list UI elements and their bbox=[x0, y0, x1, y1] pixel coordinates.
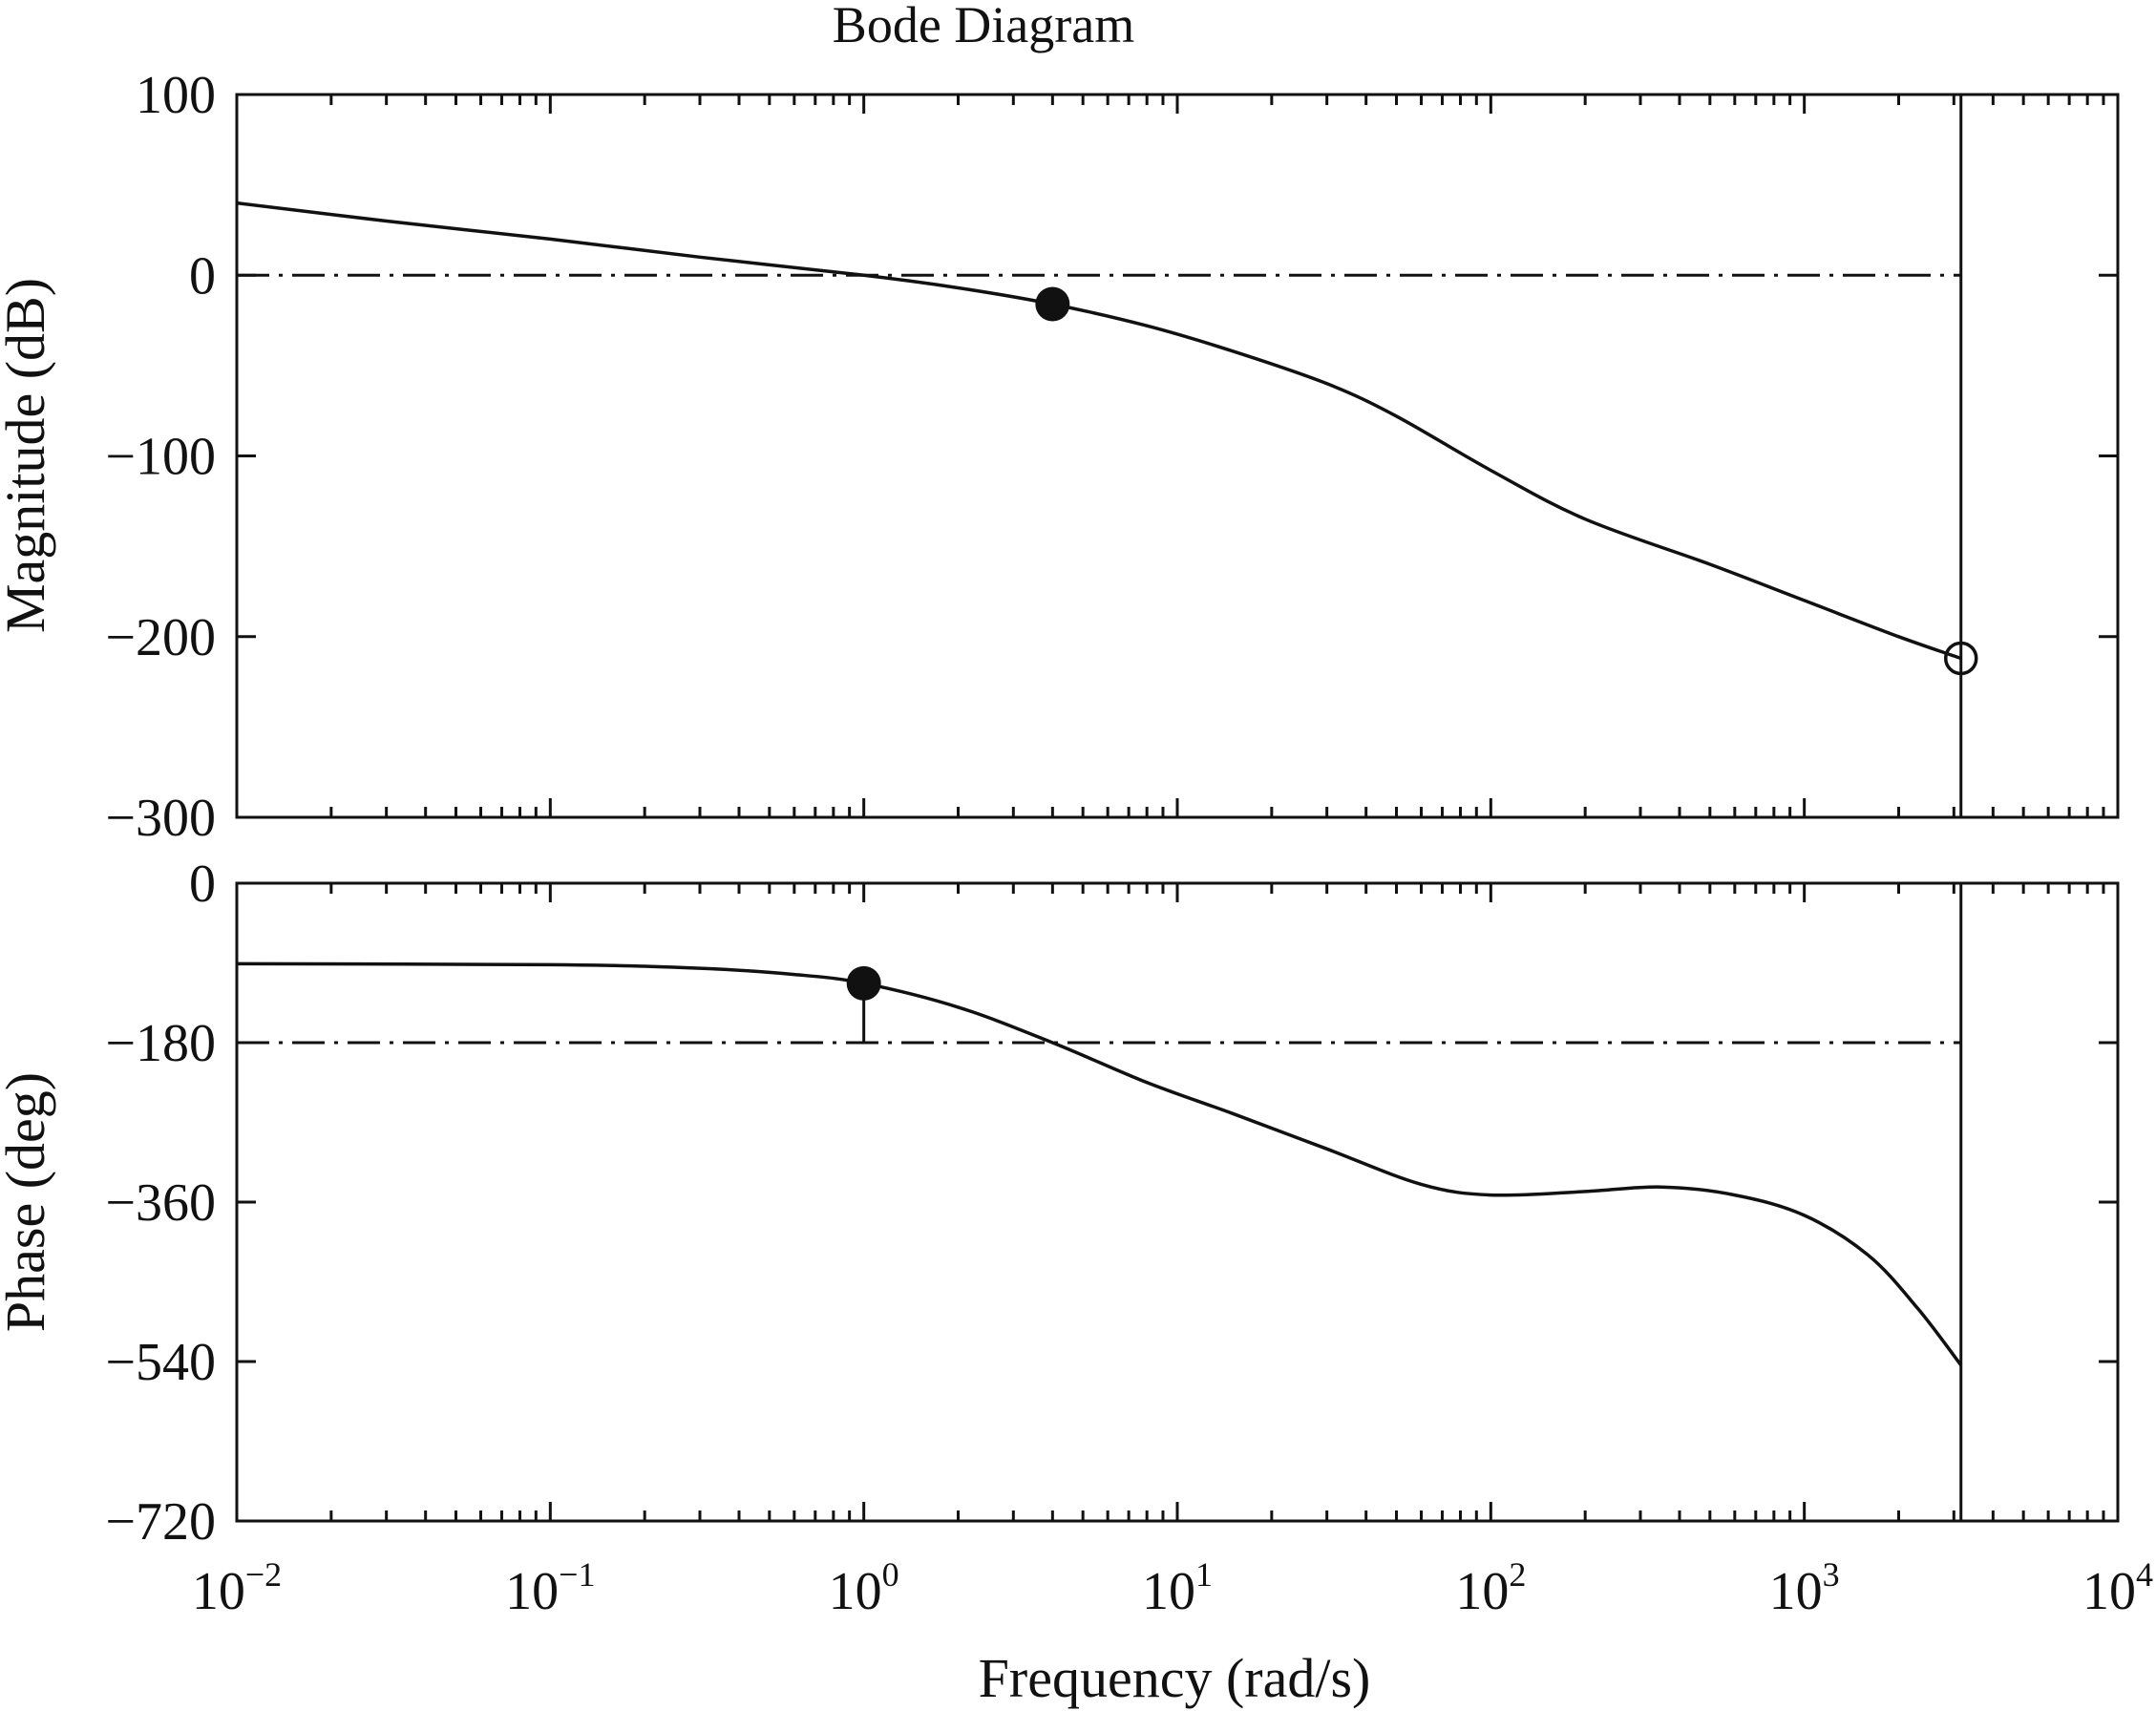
margin-point-marker bbox=[846, 965, 881, 1001]
chart-title: Bode Diagram bbox=[833, 0, 1134, 53]
x-tick-exponent: 4 bbox=[2136, 1555, 2153, 1594]
phase-y-tick-labels: 0 −180 −360 −540 −720 bbox=[105, 855, 216, 1552]
magnitude-ticks bbox=[235, 93, 2120, 819]
magnitude-markers bbox=[1035, 286, 1978, 676]
x-tick-exponent: 0 bbox=[882, 1555, 899, 1594]
x-tick-label: 100 bbox=[829, 1555, 899, 1621]
y-tick-label: 0 bbox=[189, 246, 216, 306]
x-tick-base: 10 bbox=[505, 1562, 559, 1621]
x-tick-exponent: −1 bbox=[559, 1555, 595, 1594]
y-tick-label: −300 bbox=[105, 789, 216, 848]
y-tick-label: −360 bbox=[105, 1173, 216, 1233]
y-tick-label: −720 bbox=[105, 1492, 216, 1552]
x-tick-label: 10−2 bbox=[192, 1555, 282, 1621]
x-tick-label: 101 bbox=[1142, 1555, 1213, 1621]
x-tick-base: 10 bbox=[1769, 1562, 1823, 1621]
magnitude-curve bbox=[236, 201, 1962, 661]
x-tick-base: 10 bbox=[192, 1562, 245, 1621]
x-tick-base: 10 bbox=[1455, 1562, 1509, 1621]
end-point-marker bbox=[1943, 641, 1978, 676]
magnitude-panel: 100 0 −100 −200 −300 Magnitude (dB) bbox=[0, 66, 2120, 848]
x-tick-exponent: −2 bbox=[245, 1555, 282, 1594]
x-tick-label: 10−1 bbox=[505, 1555, 595, 1621]
phase-panel: 0−180−360−540−720 10−2 10−1 100 101 102 103 10… bbox=[0, 855, 2153, 1709]
margin-point-marker bbox=[1035, 286, 1070, 322]
phase-curve bbox=[236, 961, 1963, 1366]
phase-markers bbox=[846, 965, 881, 1043]
phase-plot-frame bbox=[235, 881, 2120, 1523]
x-tick-labels: 10−2 10−1 100 101 102 103 104 bbox=[192, 1555, 2153, 1621]
magnitude-y-axis-label: Magnitude (dB) bbox=[0, 278, 56, 633]
x-tick-exponent: 1 bbox=[1195, 1555, 1213, 1594]
x-tick-base: 10 bbox=[1142, 1562, 1195, 1621]
x-tick-exponent: 3 bbox=[1823, 1555, 1840, 1594]
phase-ticks bbox=[235, 881, 2120, 1523]
x-tick-label: 102 bbox=[1455, 1555, 1526, 1621]
magnitude-y-tick-labels: 100 0 −100 −200 −300 bbox=[105, 66, 216, 848]
y-tick-label: 0 bbox=[189, 855, 216, 914]
x-tick-label: 103 bbox=[1769, 1555, 1840, 1621]
x-tick-base: 10 bbox=[2082, 1562, 2136, 1621]
y-tick-label: −180 bbox=[105, 1014, 216, 1073]
magnitude-plot-frame bbox=[235, 93, 2120, 819]
y-tick-label: −200 bbox=[105, 608, 216, 667]
y-tick-label: −540 bbox=[105, 1333, 216, 1392]
x-axis-label: Frequency (rad/s) bbox=[979, 1647, 1371, 1709]
x-tick-exponent: 2 bbox=[1509, 1555, 1526, 1594]
y-tick-label: 100 bbox=[136, 66, 216, 125]
x-tick-base: 10 bbox=[829, 1562, 882, 1621]
x-tick-label: 104 bbox=[2082, 1555, 2153, 1621]
phase-y-axis-label: Phase (deg) bbox=[0, 1072, 56, 1332]
y-tick-label: −100 bbox=[105, 428, 216, 487]
